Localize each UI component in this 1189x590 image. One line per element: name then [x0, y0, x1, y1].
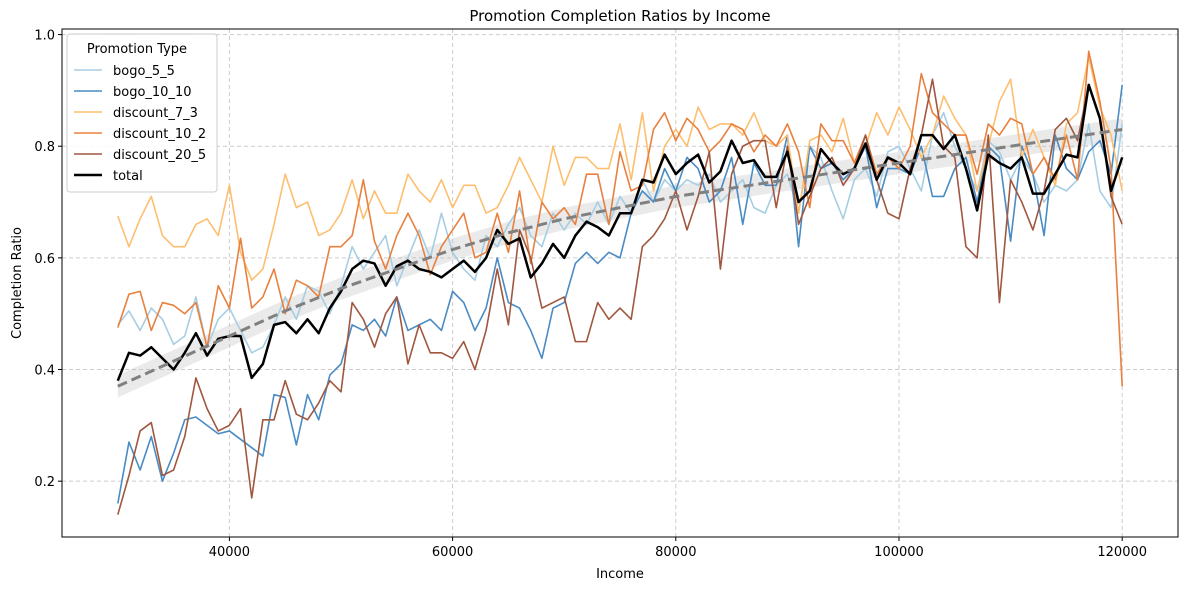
x-tick-label: 60000	[432, 545, 473, 560]
y-tick-label: 0.8	[34, 140, 55, 155]
x-axis-label: Income	[596, 567, 644, 582]
x-tick-label: 80000	[655, 545, 696, 560]
y-tick-label: 0.2	[34, 475, 55, 490]
series-line-total	[116, 83, 1124, 382]
x-tick-label: 100000	[874, 545, 924, 560]
legend-label-discount-7-3: discount_7_3	[113, 106, 198, 121]
legend: Promotion Type bogo_5_5 bogo_10_10discoun…	[66, 33, 218, 193]
legend-box	[66, 33, 218, 193]
series-group	[116, 50, 1124, 515]
chart-title: Promotion Completion Ratios by Income	[469, 7, 770, 25]
trend-line	[117, 128, 1123, 388]
y-tick-label: 0.6	[34, 252, 55, 267]
series-line-bogo-5-5	[117, 111, 1123, 354]
ticks: 40000 60000 80000 100000 120000 0.2 0.4 0.6 0.8 1…	[34, 29, 1147, 560]
legend-label-bogo-10-10: bogo_10_10	[113, 85, 192, 100]
legend-label-discount-20-5: discount_20_5	[113, 148, 206, 163]
y-tick-label: 0.4	[34, 364, 55, 379]
legend-title: Promotion Type	[87, 42, 187, 57]
plot-frame	[61, 28, 1179, 538]
legend-label-discount-10-2: discount_10_2	[113, 127, 206, 142]
legend-label-bogo-5-5: bogo_5_5	[113, 64, 175, 79]
x-tick-label: 120000	[1097, 545, 1147, 560]
series-line-discount-7-3	[117, 56, 1123, 282]
legend-label-total: total	[113, 169, 143, 184]
legend-entries: bogo_5_5 bogo_10_10 discount_7_3 discount_1…	[74, 64, 206, 184]
y-tick-label: 1.0	[34, 29, 55, 44]
grid	[62, 29, 1178, 537]
x-tick-label: 40000	[209, 545, 250, 560]
series-line-discount-20-5	[117, 78, 1123, 515]
series-line-bogo-10-10	[117, 84, 1123, 504]
y-axis-label: Completion Ratio	[10, 227, 25, 339]
